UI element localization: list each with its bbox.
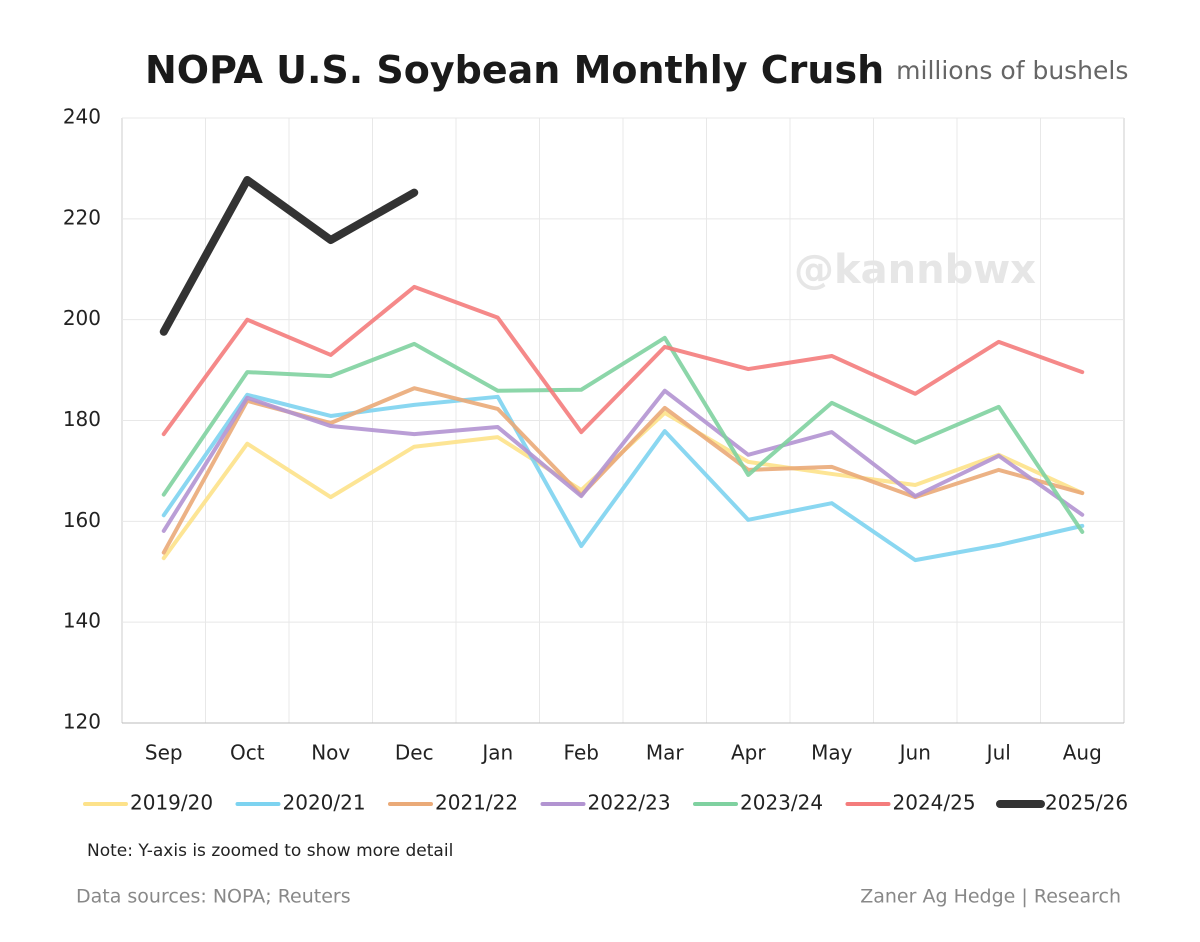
legend-label: 2021/22 (435, 791, 518, 815)
series-line (161, 388, 1085, 533)
legend-label: 2019/20 (130, 791, 213, 815)
y-tick-label: 140 (63, 609, 101, 633)
chart-title-line: NOPA U.S. Soybean Monthly Crush millions … (145, 48, 1128, 92)
x-tick-label: Oct (230, 741, 265, 765)
x-tick-label: Apr (731, 741, 766, 765)
y-tick-label: 120 (63, 710, 101, 734)
series-line (161, 284, 1085, 437)
x-tick-label: Dec (395, 741, 434, 765)
series-line (159, 176, 419, 336)
x-tick-label: Feb (564, 741, 599, 765)
y-tick-label: 180 (63, 407, 101, 431)
legend-label: 2020/21 (283, 791, 366, 815)
note: Note: Y-axis is zoomed to show more deta… (87, 841, 453, 861)
legend-label: 2024/25 (893, 791, 976, 815)
watermark: @kannbwx (794, 247, 1036, 293)
chart-title: NOPA U.S. Soybean Monthly Crush (145, 48, 884, 92)
source: Data sources: NOPA; Reuters (76, 886, 351, 908)
x-tick-label: Jun (898, 741, 931, 765)
y-tick-label: 200 (63, 306, 101, 330)
x-tick-label: Aug (1063, 741, 1102, 765)
legend-label: 2025/26 (1045, 791, 1128, 815)
legend-label: 2023/24 (740, 791, 823, 815)
x-tick-label: Jul (985, 741, 1011, 765)
x-tick-label: Sep (145, 741, 183, 765)
y-tick-label: 160 (63, 508, 101, 532)
x-tick-label: Mar (646, 741, 685, 765)
x-tick-label: Nov (311, 741, 350, 765)
y-tick-label: 220 (63, 205, 101, 229)
legend-label: 2022/23 (588, 791, 671, 815)
series-line (161, 335, 1085, 534)
series-line (161, 392, 1085, 563)
x-tick-label: May (811, 741, 853, 765)
y-tick-label: 240 (63, 105, 101, 129)
credit: Zaner Ag Hedge | Research (860, 886, 1121, 908)
x-tick-label: Jan (480, 741, 513, 765)
chart-subtitle: millions of bushels (896, 56, 1128, 85)
